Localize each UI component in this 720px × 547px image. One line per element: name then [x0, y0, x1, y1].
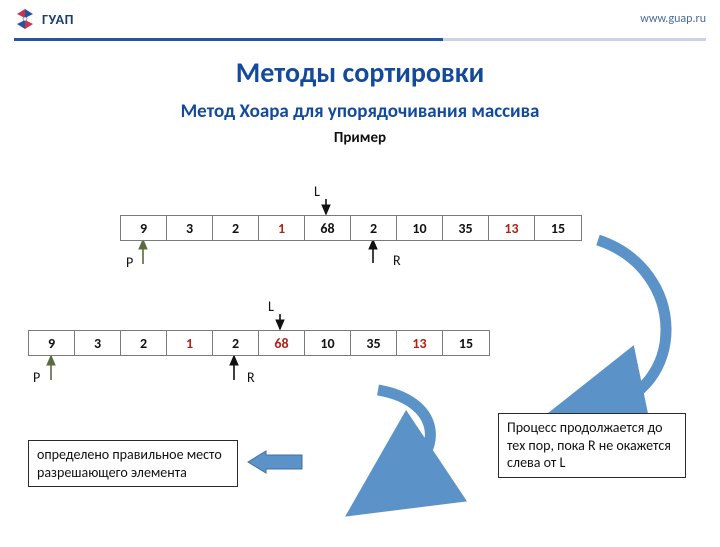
array-cell: 9: [29, 331, 75, 355]
header-url: www.guap.ru: [640, 12, 706, 26]
array-cell: 35: [351, 331, 397, 355]
array-cell: 2: [213, 331, 259, 355]
array-cell: 15: [535, 216, 581, 240]
array-cell: 2: [351, 216, 397, 240]
logo-icon: [14, 8, 36, 30]
pointer-label-R: R: [393, 252, 401, 269]
array-cell: 68: [305, 216, 351, 240]
example-label: Пример: [0, 129, 720, 147]
textbox-right: Процесс продолжается до тех пор, пока R …: [498, 413, 686, 478]
pointer-label-P: P: [126, 254, 133, 271]
pointer-label-R: R: [247, 369, 255, 386]
array-cell: 13: [489, 216, 535, 240]
array-cell: 1: [167, 331, 213, 355]
header: ГУАП www.guap.ru: [0, 0, 720, 38]
pointer-label-L: L: [268, 298, 274, 315]
textbox-left: определено правильное место разрешающего…: [28, 440, 238, 487]
array-2: 932126810351315: [28, 330, 490, 356]
array-cell: 3: [75, 331, 121, 355]
logo-text: ГУАП: [42, 11, 74, 28]
array-cell: 15: [443, 331, 489, 355]
logo: ГУАП: [14, 8, 74, 30]
header-divider: [14, 38, 706, 41]
pointer-label-P: P: [33, 369, 40, 386]
pointer-label-L: L: [314, 183, 320, 200]
array-cell: 2: [213, 216, 259, 240]
array-cell: 35: [443, 216, 489, 240]
array-cell: 9: [121, 216, 167, 240]
array-cell: 3: [167, 216, 213, 240]
array-1: 932168210351315: [120, 215, 582, 241]
array-cell: 10: [305, 331, 351, 355]
page-subtitle: Метод Хоара для упорядочивания массива: [0, 100, 720, 123]
array-cell: 1: [259, 216, 305, 240]
array-cell: 2: [121, 331, 167, 355]
array-cell: 68: [259, 331, 305, 355]
array-cell: 13: [397, 331, 443, 355]
array-cell: 10: [397, 216, 443, 240]
page-title: Методы сортировки: [0, 55, 720, 90]
